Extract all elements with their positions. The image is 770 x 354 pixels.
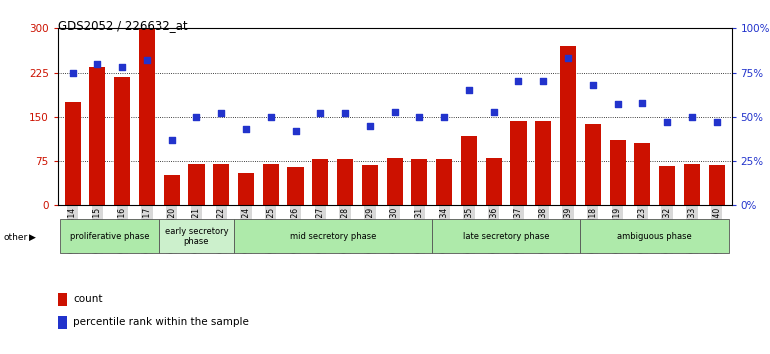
- Bar: [362, 165, 378, 205]
- Text: late secretory phase: late secretory phase: [463, 232, 549, 241]
- Bar: [560, 46, 576, 205]
- Bar: [436, 159, 452, 205]
- Bar: [535, 121, 551, 205]
- Point: [562, 56, 574, 61]
- Point: [215, 110, 227, 116]
- Point: [66, 70, 79, 75]
- Bar: [659, 166, 675, 205]
- Text: mid secretory phase: mid secretory phase: [290, 232, 376, 241]
- Text: early secretory
phase: early secretory phase: [165, 227, 228, 246]
- Bar: [189, 164, 205, 205]
- Bar: [584, 125, 601, 205]
- Point: [141, 57, 153, 63]
- Bar: [461, 136, 477, 205]
- Text: proliferative phase: proliferative phase: [70, 232, 149, 241]
- Bar: [114, 77, 130, 205]
- Point: [239, 126, 252, 132]
- Point: [339, 110, 351, 116]
- Point: [265, 114, 277, 120]
- Text: GDS2052 / 226632_at: GDS2052 / 226632_at: [58, 19, 187, 33]
- Bar: [708, 165, 725, 205]
- Bar: [233, 219, 432, 253]
- Point: [611, 102, 624, 107]
- Point: [388, 109, 400, 114]
- Bar: [287, 167, 303, 205]
- Point: [413, 114, 426, 120]
- Point: [487, 109, 500, 114]
- Point: [190, 114, 203, 120]
- Point: [537, 79, 550, 84]
- Bar: [387, 158, 403, 205]
- Point: [166, 137, 178, 143]
- Point: [711, 119, 723, 125]
- Text: percentile rank within the sample: percentile rank within the sample: [73, 318, 249, 327]
- Bar: [684, 164, 700, 205]
- Point: [661, 119, 673, 125]
- Bar: [337, 159, 353, 205]
- Bar: [238, 173, 254, 205]
- Point: [116, 64, 129, 70]
- Bar: [164, 175, 179, 205]
- Text: count: count: [73, 295, 102, 304]
- Point: [463, 87, 475, 93]
- Point: [290, 128, 302, 134]
- Bar: [60, 219, 159, 253]
- Bar: [581, 219, 729, 253]
- Bar: [486, 158, 502, 205]
- Bar: [263, 164, 279, 205]
- Point: [363, 123, 376, 129]
- Bar: [213, 164, 229, 205]
- Point: [587, 82, 599, 88]
- Bar: [89, 67, 105, 205]
- Bar: [432, 219, 581, 253]
- Point: [91, 61, 103, 67]
- Bar: [610, 141, 625, 205]
- Text: other: other: [4, 233, 28, 242]
- Point: [636, 100, 648, 105]
- Point: [686, 114, 698, 120]
- Bar: [65, 102, 81, 205]
- Bar: [511, 121, 527, 205]
- Bar: [411, 159, 427, 205]
- Bar: [159, 219, 233, 253]
- Point: [314, 110, 326, 116]
- Bar: [313, 159, 328, 205]
- Point: [438, 114, 450, 120]
- Bar: [634, 143, 651, 205]
- Text: ambiguous phase: ambiguous phase: [618, 232, 692, 241]
- Bar: [139, 28, 155, 205]
- Point: [512, 79, 524, 84]
- Text: ▶: ▶: [29, 233, 36, 242]
